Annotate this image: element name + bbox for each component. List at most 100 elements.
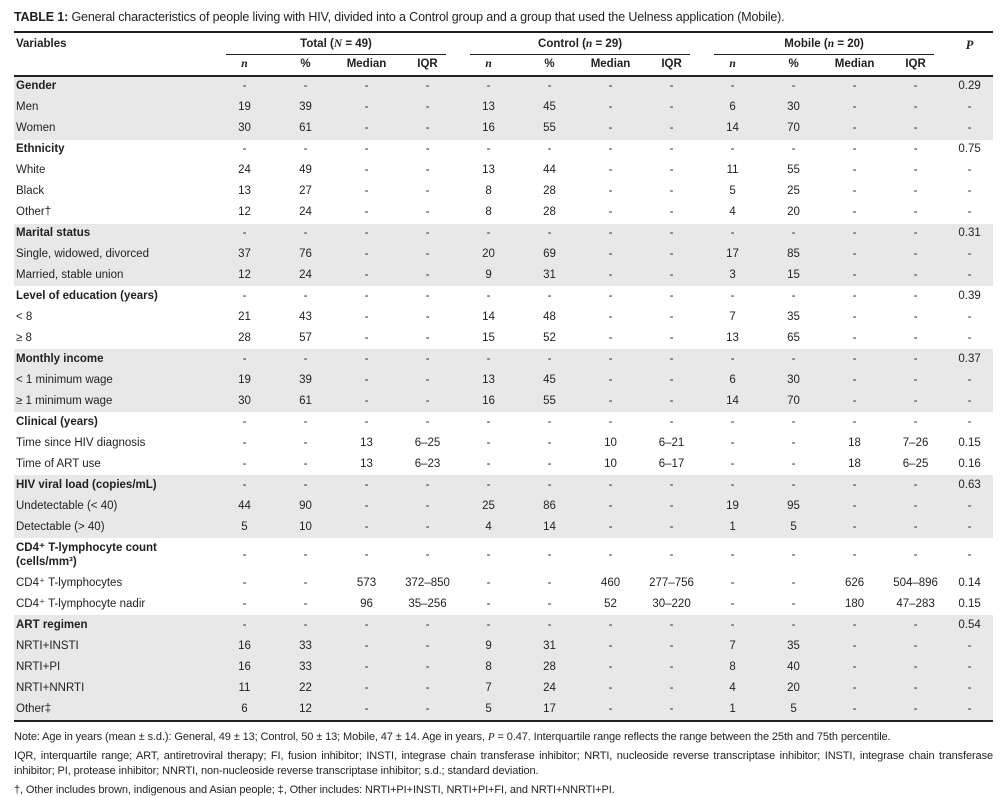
cell-value: - xyxy=(669,227,674,240)
subcolumn-header: Median xyxy=(590,57,631,70)
cell-value: 70 xyxy=(787,394,800,407)
table-row: Time since HIV diagnosis - - 13 6–25 - - 10 6–21… xyxy=(14,433,993,454)
cell-value: - xyxy=(608,311,613,324)
cell-value: - xyxy=(425,702,430,715)
table-row: NRTI+INSTI 16 33 - - 9 31 - - 7 35 - - - xyxy=(14,636,994,657)
cell-value: - xyxy=(913,164,918,177)
cell-value: - xyxy=(852,143,857,156)
cell-value: 95 xyxy=(787,499,800,512)
cell-value: 19 xyxy=(238,101,251,114)
cell-value: - xyxy=(852,290,857,303)
cell-value: 7 xyxy=(729,639,736,652)
footnote-abbreviations: IQR, interquartile range; ART, antiretro… xyxy=(14,750,993,777)
row-label: < 1 minimum wage xyxy=(16,374,113,386)
cell-value: - xyxy=(913,143,918,156)
cell-value: - xyxy=(852,311,857,324)
cell-value: 13 xyxy=(482,164,495,177)
cell-value: 11 xyxy=(726,164,739,177)
p-value: - xyxy=(967,269,972,282)
column-header-p: P xyxy=(965,37,974,52)
cell-value: 7 xyxy=(729,311,736,324)
cell-value: - xyxy=(364,143,369,156)
cell-value: - xyxy=(730,290,735,303)
cell-value: - xyxy=(364,290,369,303)
cell-value: - xyxy=(913,353,918,366)
cell-value: - xyxy=(791,290,796,303)
cell-value: - xyxy=(608,269,613,282)
cell-value: - xyxy=(364,101,369,114)
cell-value: - xyxy=(608,639,613,652)
cell-value: 15 xyxy=(482,332,495,345)
cell-value: - xyxy=(242,478,247,491)
cell-value: - xyxy=(425,332,430,345)
cell-value: - xyxy=(913,206,918,219)
group-header-control-text: Control ( xyxy=(538,37,586,50)
cell-value: 5 xyxy=(241,520,248,533)
cell-value: - xyxy=(608,227,613,240)
row-label: Black xyxy=(16,185,45,198)
cell-value: 61 xyxy=(299,122,312,135)
table-row: ART regimen - - - - - - - - - - - - 0.54 xyxy=(14,615,994,637)
cell-value: 13 xyxy=(482,374,495,386)
cell-value: - xyxy=(425,478,430,491)
cell-value: - xyxy=(547,227,552,240)
cell-value: 48 xyxy=(543,311,556,324)
cell-value: - xyxy=(608,185,613,198)
cell-value: 13 xyxy=(360,457,373,470)
cell-value: - xyxy=(242,548,247,561)
table-title-text: General characteristics of people living… xyxy=(68,10,785,24)
cell-value: - xyxy=(486,353,491,366)
cell-value: 43 xyxy=(299,311,312,324)
cell-value: - xyxy=(669,80,674,93)
subcolumn-header-row: n% Median IQR n% Median IQR n% Median IQR xyxy=(14,55,993,76)
cell-value: - xyxy=(730,143,735,156)
cell-value: - xyxy=(852,702,857,715)
cell-value: - xyxy=(730,353,735,366)
cell-value: - xyxy=(669,374,674,386)
subcolumn-header: n xyxy=(241,57,248,70)
cell-value: 12 xyxy=(238,206,251,219)
cell-value: - xyxy=(913,660,918,673)
row-label: < 8 xyxy=(16,311,33,324)
cell-value: - xyxy=(608,415,613,428)
cell-value: 21 xyxy=(238,311,251,324)
characteristics-table: Variables Total (N = 49) Control (n = 29… xyxy=(14,33,994,722)
cell-value: 28 xyxy=(543,660,556,673)
cell-value: - xyxy=(303,415,308,428)
cell-value: 55 xyxy=(543,122,556,135)
subcolumn-header: % xyxy=(788,57,799,70)
cell-value: 39 xyxy=(299,101,312,114)
cell-value: 45 xyxy=(543,101,556,114)
cell-value: 30 xyxy=(238,394,251,407)
p-value: - xyxy=(967,206,972,219)
cell-value: - xyxy=(852,520,857,533)
cell-value: - xyxy=(486,597,491,610)
group-header-mobile: Mobile (n = 20) xyxy=(702,33,946,55)
cell-value: 70 xyxy=(787,122,800,135)
cell-value: - xyxy=(303,597,308,610)
cell-value: 45 xyxy=(543,374,556,386)
cell-value: - xyxy=(486,478,491,491)
cell-value: 24 xyxy=(543,681,556,694)
cell-value: - xyxy=(486,143,491,156)
row-label: CD4⁺ T-lymphocytes xyxy=(16,576,123,589)
cell-value: - xyxy=(364,332,369,345)
cell-value: - xyxy=(669,122,674,135)
cell-value: 626 xyxy=(844,576,865,589)
footnote-note: Note: Age in years (mean ± s.d.): Genera… xyxy=(14,730,993,744)
cell-value: 573 xyxy=(356,576,377,589)
cell-value: - xyxy=(547,80,552,93)
cell-value: - xyxy=(303,227,308,240)
cell-value: - xyxy=(364,681,369,694)
cell-value: 3 xyxy=(729,269,736,282)
cell-value: - xyxy=(913,520,918,533)
cell-value: 24 xyxy=(238,164,251,177)
cell-value: 8 xyxy=(729,660,736,673)
cell-value: - xyxy=(303,290,308,303)
cell-value: 52 xyxy=(604,597,617,610)
row-label: Undetectable (< 40) xyxy=(16,499,118,512)
p-value: 0.15 xyxy=(958,436,981,449)
table-row: Single, widowed, divorced 37 76 - - 20 69 - - 17 8… xyxy=(14,244,994,266)
subcolumn-header: % xyxy=(300,57,311,70)
cell-value: - xyxy=(547,597,552,610)
